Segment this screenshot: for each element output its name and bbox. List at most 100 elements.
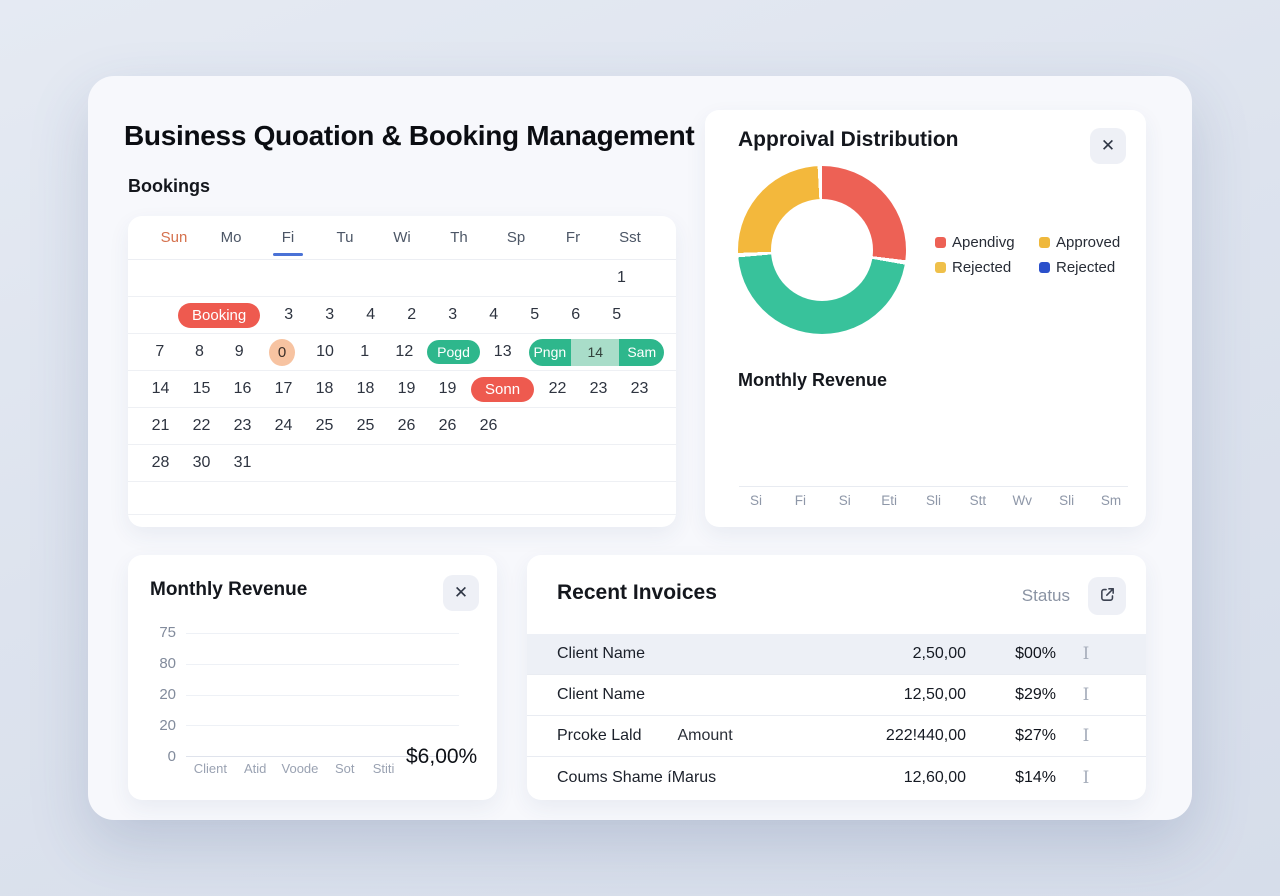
weekday-sun[interactable]: Sun [160,229,188,246]
recent-invoices-card: Recent Invoices Status Client Name 2,50,0… [527,555,1146,800]
calendar-day[interactable]: 6 [571,306,581,323]
calendar-body: 1 Booking 3 3 4 2 3 4 5 6 5 7 8 9 0 10 1 12 Pogd 13 Pngn 14 Sa… [128,260,676,515]
calendar-day[interactable]: 24 [274,417,293,434]
gridline [186,663,459,665]
calendar-day-highlight[interactable]: 0 [269,338,296,366]
legend-swatch [935,237,946,248]
calendar-day[interactable]: 18 [315,380,334,397]
legend-swatch [1039,262,1050,273]
legend-label: Rejected [952,259,1012,276]
weekday-tu[interactable]: Tu [336,229,354,246]
calendar-day[interactable]: 19 [397,380,416,397]
calendar-day[interactable]: 19 [438,380,457,397]
calendar-day[interactable]: 23 [233,417,252,434]
calendar-day[interactable]: 28 [151,454,170,471]
client-name: Client Name [557,645,646,662]
weekday-fr[interactable]: Fr [565,229,581,246]
calendar-day[interactable]: 14 [151,380,170,397]
x-axis-label: Si [838,493,851,508]
x-axis-label: Voode [281,761,319,776]
event-segment[interactable]: Pngn [528,338,572,366]
calendar-day[interactable]: 8 [195,343,204,360]
calendar-row: 14 15 16 17 18 18 19 19 Sonn 22 23 23 [128,371,676,408]
event-pill-red[interactable]: Sonn [471,376,535,402]
calendar-day[interactable]: 21 [151,417,170,434]
close-icon[interactable]: ✕ [443,575,479,611]
client-name: Coums Shame íMarus [557,768,717,786]
event-span[interactable]: Pngn 14 Sam [528,338,664,366]
calendar-day[interactable]: 2 [407,306,417,323]
invoice-amount: 222!440,00 [885,727,966,744]
text-cursor-icon[interactable]: I [1082,644,1090,664]
calendar-day[interactable]: 5 [530,306,540,323]
weekday-sst[interactable]: Sst [619,229,641,246]
calendar-day[interactable]: 1 [360,343,370,360]
calendar-day[interactable]: 7 [155,343,165,360]
calendar-day[interactable]: 9 [234,343,244,360]
event-pill-green[interactable]: Pogd [427,340,480,364]
text-cursor-icon[interactable]: I [1082,767,1090,788]
calendar-day[interactable]: 4 [489,306,499,323]
event-segment[interactable]: Sam [619,338,664,366]
legend-label: Rejected [1056,259,1116,276]
bookings-section-label: Bookings [128,176,211,196]
y-axis-tick: 80 [159,655,176,672]
calendar-day[interactable]: 22 [192,417,211,434]
calendar-day[interactable]: 5 [612,306,622,323]
calendar-day[interactable]: 12 [395,343,414,360]
calendar-day[interactable]: 23 [630,380,649,397]
gridline [186,725,459,727]
weekday-wi[interactable]: Wi [393,229,411,246]
calendar-day[interactable]: 16 [233,380,252,397]
calendar-day[interactable]: 26 [397,417,416,434]
y-axis-tick: 20 [159,686,176,703]
bookings-calendar-card: Sun Mo Fi Tu Wi Th Sp Fr Sst 1 Booking 3 3 4 2 3 4 5 6 5 7 8… [128,216,676,527]
calendar-day[interactable]: 4 [366,306,376,323]
invoice-row[interactable]: Client Name 12,50,00 $29% I [527,675,1146,716]
event-segment[interactable]: 14 [571,338,620,366]
x-axis-label: Sli [1059,493,1075,508]
calendar-day[interactable]: 31 [233,454,252,471]
invoice-row[interactable]: Prcoke Lald Amount 222!440,00 $27% I [527,716,1146,757]
x-axis-label: Si [749,493,762,508]
calendar-day[interactable]: 25 [315,417,334,434]
weekday-fi[interactable]: Fi [268,229,308,246]
event-pill-red[interactable]: Booking [178,302,261,328]
calendar-day[interactable]: 17 [274,380,293,397]
close-icon[interactable]: ✕ [1090,128,1126,164]
calendar-day[interactable]: 3 [448,306,458,323]
calendar-day[interactable]: 30 [192,454,211,471]
recent-invoices-title: Recent Invoices [557,581,717,604]
calendar-day[interactable]: 22 [548,380,567,397]
calendar-day[interactable]: 1 [617,269,626,286]
calendar-day[interactable]: 10 [316,343,334,360]
calendar-day[interactable]: 25 [356,417,375,434]
calendar-day[interactable]: 13 [493,343,512,360]
invoice-row[interactable]: Coums Shame íMarus 12,60,00 $14% I [527,757,1146,798]
weekday-th[interactable]: Th [450,229,468,246]
monthly-revenue-x-labels: Si Fi Si Eti Sli Stt Wv Sli Sm [739,493,1128,508]
weekday-mo[interactable]: Mo [220,229,242,246]
invoice-percent: $27% [1015,727,1056,744]
legend-item: Approved [1039,234,1120,251]
calendar-day[interactable]: 3 [284,306,294,323]
text-cursor-icon[interactable]: I [1082,726,1090,746]
calendar-day[interactable]: 3 [325,306,335,323]
calendar-day[interactable]: 15 [192,380,211,397]
calendar-row: 7 8 9 0 10 1 12 Pogd 13 Pngn 14 Sam [128,334,676,371]
amount-label: Amount [677,727,733,744]
open-status-button[interactable] [1088,577,1126,615]
invoice-percent: $14% [1015,768,1056,786]
calendar-day[interactable]: 23 [589,380,608,397]
text-cursor-icon[interactable]: I [1082,685,1090,705]
y-axis-tick: 20 [159,717,176,734]
calendar-day[interactable]: 18 [356,380,375,397]
calendar-day[interactable]: 26 [438,417,457,434]
calendar-day[interactable]: 26 [479,417,498,434]
weekday-sp[interactable]: Sp [506,229,526,246]
legend-label: Apendivg [952,234,1015,251]
approval-donut-chart [738,166,906,334]
invoice-row[interactable]: Client Name 2,50,00 $00% I [527,634,1146,675]
invoices-table: Client Name 2,50,00 $00% I Client Name 12,50,… [527,634,1146,798]
